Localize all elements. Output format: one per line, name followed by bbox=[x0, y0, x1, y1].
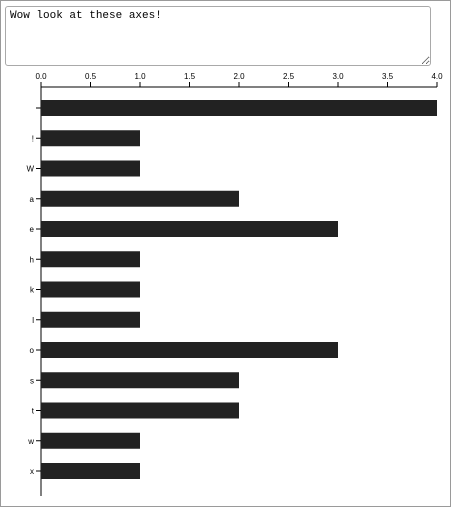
bar bbox=[41, 190, 239, 207]
x-axis: 0.0 0.5 1.0 1.5 2.0 2.5 3.0 3.5 4.0 bbox=[35, 72, 443, 88]
x-tick-label: 4.0 bbox=[431, 72, 443, 81]
y-tick-label: x bbox=[30, 467, 34, 476]
bar bbox=[41, 160, 140, 177]
y-tick-label: e bbox=[30, 225, 35, 234]
x-tick-label: 1.0 bbox=[134, 72, 146, 81]
text-input-area[interactable]: Wow look at these axes! bbox=[5, 6, 431, 66]
bar bbox=[41, 402, 239, 419]
y-tick-label: h bbox=[30, 255, 34, 264]
bar bbox=[41, 311, 140, 328]
y-tick-label: w bbox=[27, 437, 34, 446]
y-tick-label: t bbox=[32, 407, 35, 416]
y-tick-label: l bbox=[32, 316, 34, 325]
bar bbox=[41, 281, 140, 298]
y-tick-label: a bbox=[30, 195, 35, 204]
bar bbox=[41, 130, 140, 147]
bar bbox=[41, 100, 437, 116]
y-tick-label: ! bbox=[32, 134, 34, 143]
bar bbox=[41, 432, 140, 449]
y-axis: ! Wa e h k l o s t w x bbox=[26, 87, 42, 496]
x-tick-label: 2.5 bbox=[283, 72, 295, 81]
bar bbox=[41, 463, 140, 479]
x-tick-label: 3.0 bbox=[332, 72, 344, 81]
x-tick-label: 0.0 bbox=[35, 72, 47, 81]
bar bbox=[41, 221, 338, 237]
y-tick-label: k bbox=[30, 286, 35, 295]
y-tick-label: o bbox=[30, 346, 35, 355]
x-tick-label: 1.5 bbox=[184, 72, 196, 81]
x-tick-label: 0.5 bbox=[85, 72, 97, 81]
bars bbox=[41, 100, 437, 479]
x-tick-label: 2.0 bbox=[233, 72, 245, 81]
bar bbox=[41, 342, 338, 358]
y-tick-label: W bbox=[26, 165, 34, 174]
y-tick-label: s bbox=[30, 376, 34, 385]
bar bbox=[41, 372, 239, 389]
x-tick-label: 3.5 bbox=[382, 72, 394, 81]
bar bbox=[41, 251, 140, 268]
